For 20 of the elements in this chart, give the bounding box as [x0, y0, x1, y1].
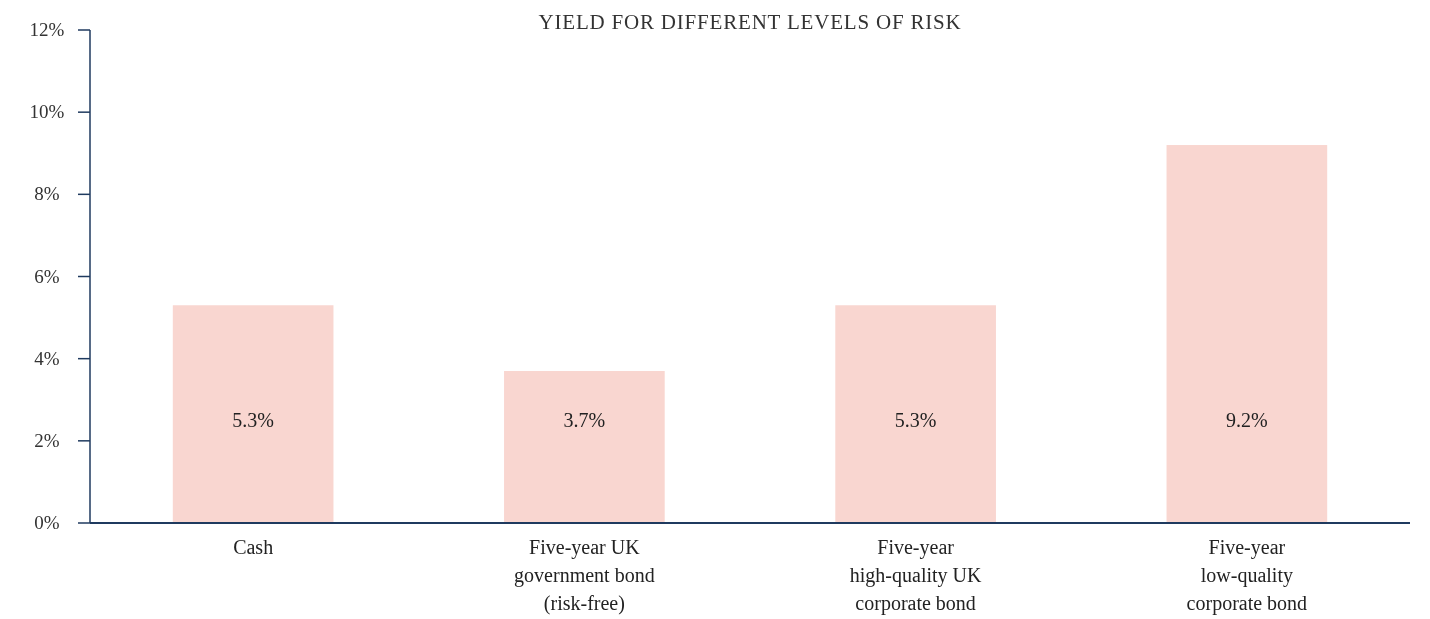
y-tick-label: 6%	[34, 265, 60, 287]
x-tick-label: Five-year high-quality UK corporate bond	[849, 536, 982, 615]
data-label: 3.7%	[563, 409, 606, 431]
data-label: 5.3%	[894, 409, 937, 431]
y-tick-label: 2%	[34, 429, 60, 451]
chart-title: YIELD FOR DIFFERENT LEVELS OF RISK	[538, 10, 962, 34]
x-tick-label: Five-year UK government bond (risk-free)	[514, 536, 655, 615]
x-tick-label: Cash	[233, 536, 274, 558]
x-tick-label: Five-year low-quality corporate bond	[1186, 536, 1308, 615]
y-tick-label: 8%	[34, 183, 60, 205]
y-tick-label: 4%	[34, 347, 60, 369]
data-label: 9.2%	[1226, 409, 1268, 431]
bar	[172, 305, 334, 523]
bar	[835, 305, 996, 523]
y-tick-label: 10%	[29, 101, 65, 123]
data-label: 5.3%	[232, 409, 274, 431]
y-tick-label: 0%	[34, 512, 60, 533]
y-tick-label: 12%	[29, 19, 65, 40]
bar	[1166, 145, 1328, 523]
bar	[504, 370, 665, 523]
